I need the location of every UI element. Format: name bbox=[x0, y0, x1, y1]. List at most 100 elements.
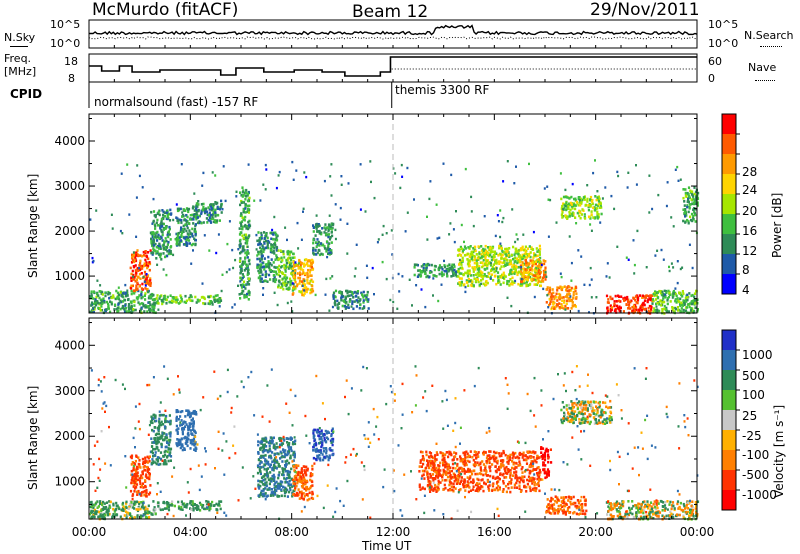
power-data-cell bbox=[161, 233, 164, 237]
power-data-cell bbox=[280, 256, 283, 260]
power-data-cell bbox=[683, 211, 686, 214]
velocity-data-cell bbox=[128, 505, 131, 509]
velocity-data-cell bbox=[273, 483, 276, 486]
power-data-cell bbox=[550, 293, 553, 297]
power-data-cell bbox=[204, 302, 207, 305]
power-data-cell bbox=[548, 303, 551, 307]
velocity-data-cell bbox=[260, 493, 263, 496]
power-data-cell bbox=[443, 264, 446, 267]
velocity-data-cell bbox=[184, 421, 187, 424]
power-data-cell bbox=[242, 189, 245, 192]
velocity-data-cell bbox=[286, 459, 289, 462]
power-data-cell bbox=[331, 275, 334, 278]
velocity-data-cell bbox=[157, 449, 160, 452]
velocity-data-cell bbox=[154, 447, 157, 451]
velocity-data-cell bbox=[274, 481, 277, 485]
power-data-cell bbox=[569, 201, 572, 205]
power-data-cell bbox=[138, 272, 142, 276]
power-data-cell bbox=[474, 249, 477, 253]
power-data-cell bbox=[658, 289, 661, 293]
power-data-cell bbox=[574, 289, 577, 293]
power-data-cell bbox=[292, 275, 295, 278]
power-data-cell bbox=[470, 257, 473, 261]
velocity-data-cell bbox=[169, 459, 172, 462]
power-data-cell bbox=[142, 250, 145, 254]
power-data-cell bbox=[141, 254, 144, 258]
velocity-data-cell bbox=[185, 442, 188, 445]
power-data-cell bbox=[224, 199, 227, 203]
velocity-data-cell bbox=[211, 500, 214, 504]
velocity-data-cell bbox=[146, 516, 149, 519]
velocity-data-cell bbox=[164, 417, 167, 420]
velocity-data-cell bbox=[125, 500, 128, 504]
power-data-cell bbox=[153, 214, 156, 217]
velocity-data-cell bbox=[138, 459, 141, 462]
power-data-cell bbox=[260, 258, 263, 261]
power-data-cell bbox=[539, 247, 542, 251]
power-data-cell bbox=[161, 209, 164, 212]
power-data-cell bbox=[274, 231, 277, 235]
power-data-cell bbox=[522, 270, 525, 274]
velocity-data-cell bbox=[133, 516, 136, 519]
power-data-cell bbox=[144, 292, 147, 295]
power-data-cell bbox=[241, 260, 245, 264]
velocity-data-cell bbox=[195, 504, 198, 507]
power-data-cell bbox=[665, 289, 668, 293]
power-data-cell bbox=[566, 204, 569, 208]
velocity-data-cell bbox=[295, 493, 298, 497]
power-data-cell bbox=[238, 227, 241, 230]
power-data-cell bbox=[242, 280, 246, 284]
power-data-cell bbox=[220, 289, 223, 293]
power-data-cell bbox=[594, 209, 597, 212]
power-data-cell bbox=[285, 259, 288, 262]
power-data-cell bbox=[286, 301, 289, 305]
power-data-cell bbox=[141, 295, 144, 299]
velocity-data-cell bbox=[256, 471, 260, 475]
power-data-cell bbox=[314, 249, 317, 252]
power-data-cell bbox=[331, 223, 335, 227]
power-data-cell bbox=[473, 268, 476, 271]
power-data-cell bbox=[696, 201, 699, 204]
power-data-cell bbox=[158, 236, 161, 240]
velocity-data-cell bbox=[189, 414, 192, 418]
power-data-cell bbox=[502, 216, 505, 220]
power-data-cell bbox=[492, 279, 495, 282]
velocity-data-cell bbox=[258, 462, 261, 466]
power-data-cell bbox=[654, 310, 657, 313]
velocity-data-cell bbox=[165, 420, 168, 423]
power-data-cell bbox=[292, 178, 295, 181]
power-data-cell bbox=[524, 259, 527, 262]
power-data-cell bbox=[323, 245, 326, 248]
power-data-cell bbox=[293, 278, 297, 281]
velocity-data-cell bbox=[92, 506, 95, 509]
power-data-cell bbox=[261, 280, 264, 283]
power-data-cell bbox=[504, 247, 507, 251]
velocity-data-cell bbox=[167, 447, 170, 451]
power-data-cell bbox=[531, 264, 534, 268]
velocity-data-cell bbox=[310, 496, 313, 500]
velocity-data-cell bbox=[269, 439, 272, 443]
noise-right-label: N.Search bbox=[744, 29, 794, 42]
velocity-data-cell bbox=[319, 457, 322, 460]
power-data-cell bbox=[627, 298, 630, 302]
velocity-data-cell bbox=[289, 454, 292, 458]
velocity-data-cell bbox=[294, 486, 297, 489]
velocity-data-cell bbox=[115, 513, 118, 517]
velocity-data-cell bbox=[309, 478, 312, 482]
velocity-data-cell bbox=[164, 459, 167, 462]
velocity-data-cell bbox=[156, 426, 159, 430]
power-data-cell bbox=[453, 268, 456, 272]
power-data-cell bbox=[567, 202, 571, 206]
power-data-cell bbox=[174, 296, 177, 299]
power-data-cell bbox=[334, 228, 337, 232]
power-data-cell bbox=[303, 279, 306, 283]
power-data-cell bbox=[572, 212, 575, 215]
power-data-cell bbox=[275, 233, 278, 237]
velocity-data-cell bbox=[168, 453, 171, 457]
velocity-data-cell bbox=[288, 448, 291, 451]
power-data-cell bbox=[655, 305, 658, 308]
power-data-cell bbox=[566, 217, 569, 220]
power-data-cell bbox=[258, 239, 261, 242]
power-data-cell bbox=[134, 279, 137, 283]
power-data-cell bbox=[189, 232, 192, 235]
